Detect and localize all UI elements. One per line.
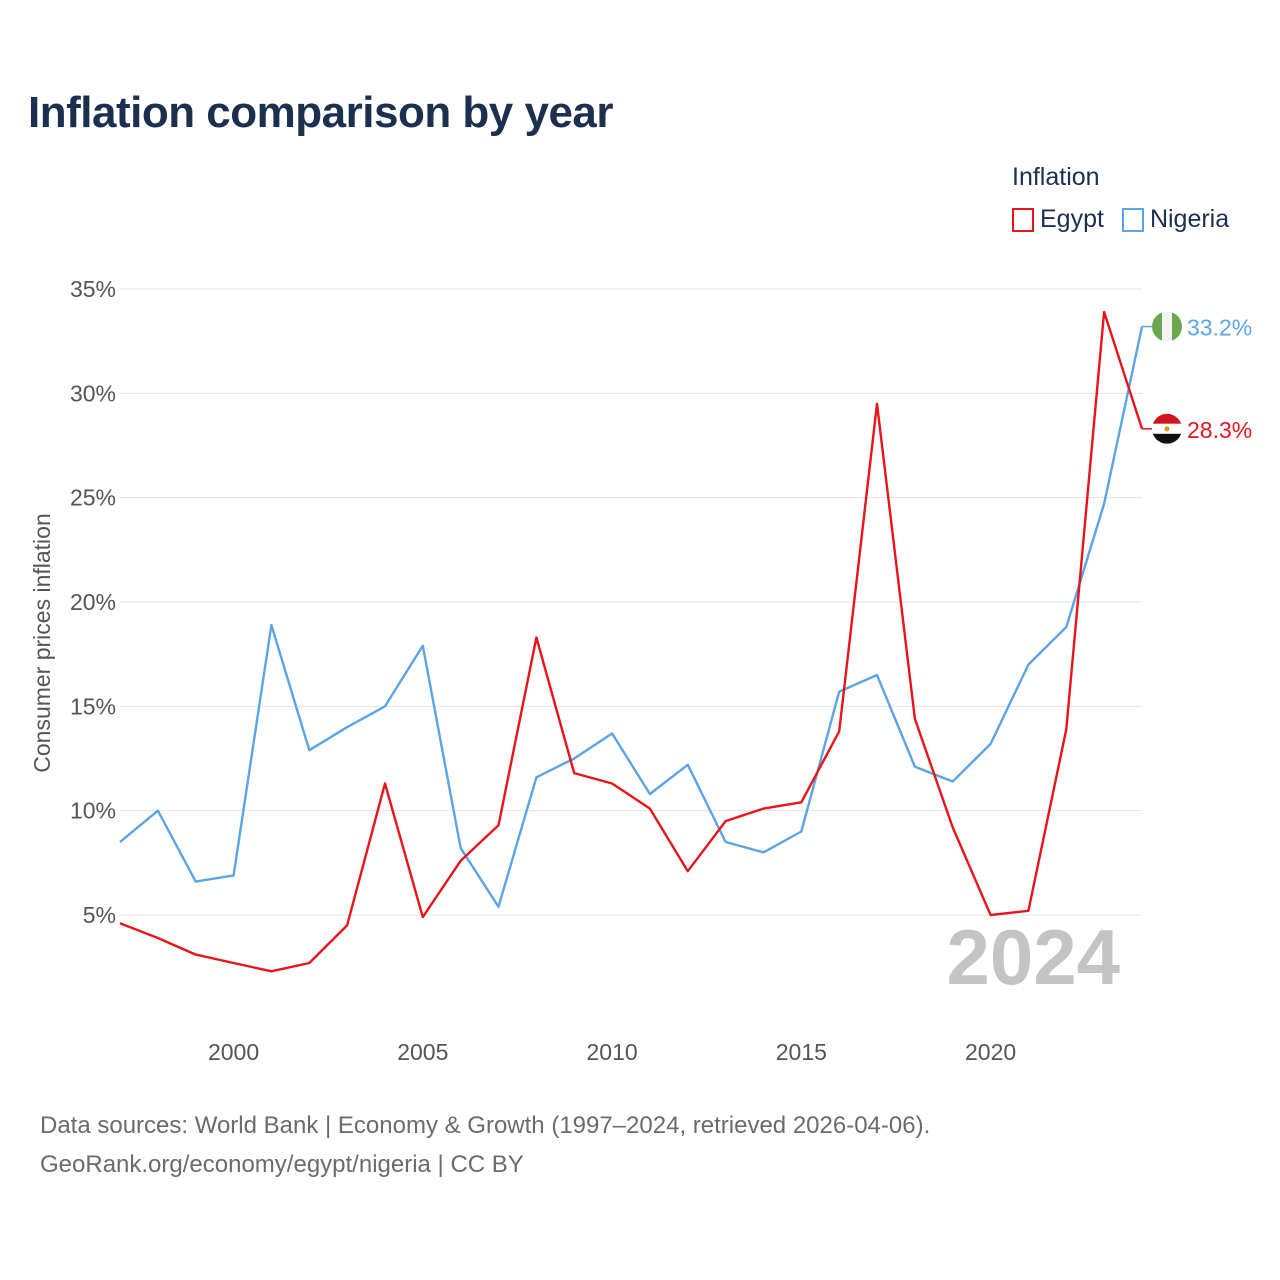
y-axis-label: Consumer prices inflation — [29, 513, 55, 773]
nigeria-flag-icon — [1152, 311, 1182, 342]
footer: Data sources: World Bank | Economy & Gro… — [40, 1106, 930, 1184]
legend-item-nigeria[interactable]: Nigeria — [1121, 205, 1230, 234]
x-tick-label: 2005 — [397, 1039, 448, 1065]
y-tick-label: 15% — [70, 693, 116, 719]
legend-item-egypt[interactable]: Egypt — [1012, 205, 1104, 234]
y-tick-label: 5% — [83, 902, 116, 928]
end-label-nigeria: 33.2% — [1187, 315, 1252, 341]
y-tick-label: 30% — [70, 380, 116, 406]
y-tick-label: 35% — [70, 276, 116, 302]
year-watermark: 2024 — [946, 913, 1120, 1001]
series-line-egypt[interactable] — [119, 310, 1144, 973]
egypt-flag-icon — [1152, 413, 1182, 444]
x-tick-label: 2000 — [208, 1039, 259, 1065]
x-tick-label: 2010 — [586, 1039, 637, 1065]
x-tick-label: 2015 — [776, 1039, 827, 1065]
legend-swatch-nigeria — [1121, 207, 1144, 232]
y-tick-label: 25% — [70, 485, 116, 511]
end-label-egypt: 28.3% — [1187, 417, 1252, 443]
legend-label-egypt: Egypt — [1040, 205, 1104, 233]
footer-source: Data sources: World Bank | Economy & Gro… — [40, 1112, 931, 1139]
legend-title: Inflation — [1012, 163, 1100, 191]
legend-swatch-egypt — [1012, 207, 1034, 232]
x-tick-label: 2020 — [965, 1039, 1016, 1065]
page-title: Inflation comparison by year — [28, 88, 614, 137]
legend-label-nigeria: Nigeria — [1149, 205, 1230, 233]
y-tick-label: 20% — [70, 589, 116, 615]
y-tick-label: 10% — [70, 798, 116, 824]
legend: Egypt Nigeria — [1012, 205, 1229, 234]
footer-credit: GeoRank.org/economy/egypt/nigeria | CC B… — [40, 1151, 524, 1178]
series-line-nigeria[interactable] — [119, 326, 1144, 908]
